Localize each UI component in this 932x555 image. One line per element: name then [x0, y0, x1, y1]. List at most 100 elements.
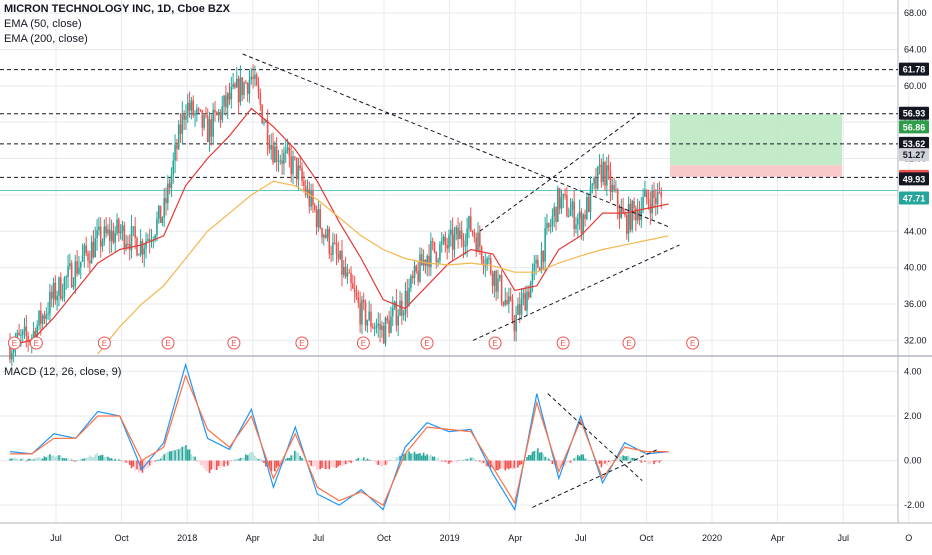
histogram-bar — [319, 460, 322, 470]
candle-body — [85, 245, 87, 253]
histogram-bar — [112, 460, 115, 461]
signal-line[interactable] — [10, 374, 669, 507]
candle-body — [246, 83, 249, 94]
long-position-stop-zone[interactable] — [670, 165, 842, 177]
histogram-bar — [174, 450, 176, 461]
histogram-bar — [575, 456, 577, 461]
ema200-line[interactable] — [97, 180, 669, 355]
histogram-bar — [11, 458, 13, 461]
histogram-bar — [506, 460, 508, 469]
earnings-marker[interactable] — [356, 336, 370, 350]
histogram-bar — [475, 460, 478, 461]
candle-body — [199, 109, 202, 111]
candle-body — [56, 295, 58, 301]
histogram-bar — [288, 457, 291, 461]
ema50-line[interactable] — [9, 107, 669, 346]
candle-body — [640, 208, 643, 221]
symbol-title[interactable]: MICRON TECHNOLOGY INC, 1D, Cboe BZX — [4, 3, 230, 15]
candle-body — [50, 291, 53, 299]
candle-body — [208, 119, 211, 143]
candle-body — [292, 156, 294, 174]
histogram-bar — [644, 460, 646, 462]
histogram-bar — [424, 455, 427, 461]
earnings-marker[interactable] — [556, 336, 570, 350]
histogram-bar — [355, 459, 358, 461]
candle-body — [197, 108, 200, 110]
histogram-bar — [381, 460, 383, 467]
earnings-marker[interactable] — [488, 336, 502, 350]
histogram-bar — [386, 460, 389, 465]
histogram-bar — [72, 460, 75, 462]
earnings-marker[interactable] — [622, 336, 636, 350]
earnings-marker-label: E — [12, 339, 17, 348]
histogram-bar — [515, 460, 517, 469]
candle-body — [528, 291, 530, 298]
histogram-bar — [493, 460, 496, 469]
long-position-profit-zone[interactable] — [670, 114, 842, 166]
earnings-marker[interactable] — [29, 336, 43, 350]
histogram-bar — [161, 456, 164, 461]
candle-body — [515, 314, 517, 332]
macd-trendline[interactable] — [532, 448, 658, 508]
candle-body — [108, 229, 111, 241]
candle-body — [638, 211, 641, 221]
histogram-bar — [615, 460, 617, 461]
price-trendline[interactable] — [479, 112, 641, 232]
earnings-marker[interactable] — [97, 336, 111, 350]
histogram-bar — [604, 460, 606, 464]
earnings-marker[interactable] — [161, 336, 175, 350]
histogram-bar — [567, 460, 570, 463]
histogram-bar — [658, 460, 661, 463]
histogram-bar — [16, 458, 19, 461]
candle-body — [21, 330, 24, 336]
earnings-marker[interactable] — [420, 336, 434, 350]
candle-body — [165, 198, 167, 204]
candle-body — [154, 235, 156, 240]
macd-title[interactable]: MACD (12, 26, close, 9) — [4, 366, 122, 378]
candle-body — [290, 156, 292, 174]
earnings-marker[interactable] — [295, 336, 309, 350]
price-axis-tick-label: 60.00 — [904, 81, 927, 91]
candle-body — [361, 299, 363, 325]
candle-body — [462, 240, 465, 247]
histogram-bar — [446, 460, 448, 464]
histogram-bar — [130, 460, 133, 469]
histogram-bar — [633, 457, 635, 461]
candle-body — [624, 213, 626, 216]
price-trendline[interactable] — [242, 53, 669, 228]
candle-body — [167, 183, 169, 204]
candle-body — [29, 341, 31, 343]
histogram-bar — [564, 460, 566, 467]
candle-body — [89, 260, 91, 264]
candle-body — [330, 253, 332, 255]
candle-body — [288, 147, 291, 157]
price-trendline[interactable] — [472, 244, 680, 341]
histogram-bar — [332, 460, 334, 467]
earnings-marker[interactable] — [227, 336, 241, 350]
price-axis-tag[interactable]: 49.93 — [899, 172, 929, 186]
price-axis-tag[interactable]: 61.78 — [899, 62, 929, 76]
earnings-marker[interactable] — [686, 336, 700, 350]
candle-body — [23, 326, 26, 331]
ema50-legend[interactable]: EMA (50, close) — [4, 18, 82, 30]
histogram-bar — [23, 460, 26, 462]
price-axis-tag[interactable]: 47.71 — [899, 191, 929, 205]
earnings-marker[interactable] — [7, 336, 21, 350]
price-axis-tag[interactable]: 51.27 — [899, 148, 929, 162]
price-axis-tag[interactable]: 56.86 — [899, 120, 929, 134]
macd-histogram[interactable] — [9, 445, 663, 474]
candle-body — [402, 313, 405, 316]
histogram-bar — [18, 460, 20, 461]
macd-trendline[interactable] — [547, 393, 643, 482]
histogram-bar — [274, 460, 276, 472]
histogram-bar — [480, 460, 483, 464]
histogram-bar — [566, 460, 568, 463]
histogram-bar — [177, 449, 180, 461]
price-axis-tag[interactable]: 53.62 — [899, 136, 929, 150]
ema200-legend[interactable]: EMA (200, close) — [4, 33, 88, 45]
price-axis-tag[interactable]: 56.93 — [899, 106, 929, 120]
macd-line[interactable] — [9, 362, 669, 512]
candle-body — [319, 208, 322, 229]
candle-body — [431, 241, 434, 243]
